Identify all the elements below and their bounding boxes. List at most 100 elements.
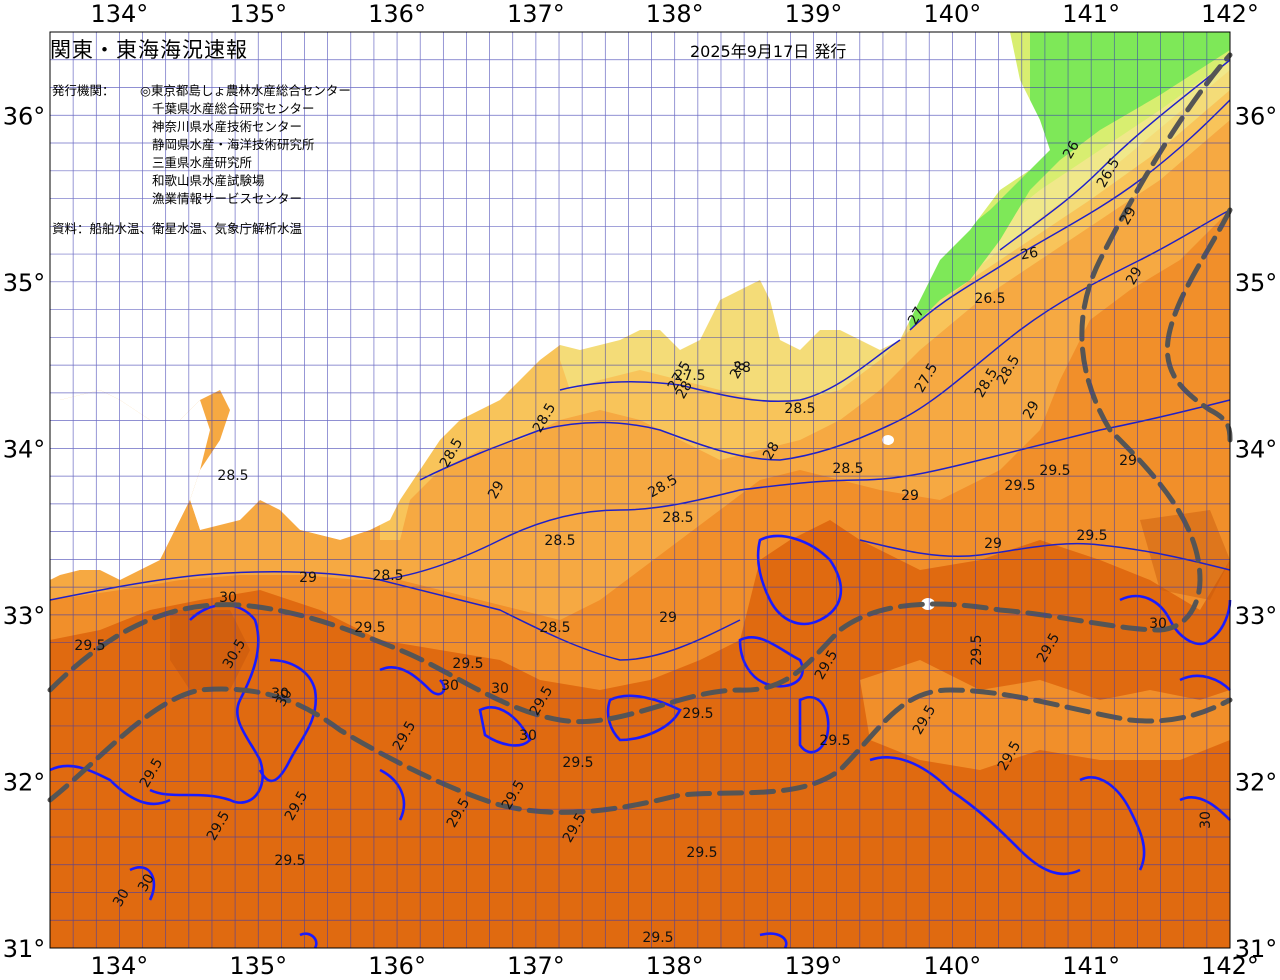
lat-label: 33° [1235,602,1278,630]
contour-label: 29.5 [354,620,385,636]
lat-label: 35° [1235,269,1278,297]
lon-label: 134° [91,952,149,980]
lat-label: 36° [3,102,46,130]
contour-label: 26 [1060,138,1083,162]
lat-label: 31° [1235,935,1278,963]
contour-label: 30 [135,871,158,894]
issuer-list: ◎東京都島しょ農林水産総合センター 千葉県水産総合研究センター 神奈川県水産技術… [140,82,351,208]
contour-label: 30 [491,681,509,697]
contour-label: 28.5 [372,568,403,584]
contour-label: 28 [733,360,751,376]
lon-label: 135° [229,952,287,980]
contour-label: 28 [760,439,783,462]
contour-label: 29.5 [969,634,985,665]
lat-lon-grid [49,31,1231,949]
warm-patch-w [170,610,250,690]
contour-label: 29.5 [452,656,483,672]
lat-label: 35° [3,269,46,297]
lat-label: 33° [3,602,46,630]
contour-label: 29 [901,488,919,504]
lon-label: 138° [646,952,704,980]
lon-labels-top: 134° 135° 136° 137° 138° 139° 140° 141° 142° [91,0,1259,28]
lon-labels-bottom: 134° 135° 136° 137° 138° 139° 140° 141° 142° [91,952,1259,980]
contour-label: 26.5 [974,291,1005,307]
lat-label: 34° [3,435,46,463]
island-hachijo [921,598,935,610]
contour-label: 28 [727,358,750,381]
contour-label: 29.5 [74,638,105,654]
lon-label: 142° [1201,952,1259,980]
issuer-item: 静岡県水産・海洋技術研究所 [152,137,315,152]
map-frame [49,31,1231,949]
contour-label: 27 [905,304,928,327]
contour-label: 28.5 [217,468,248,484]
lon-label: 136° [368,952,426,980]
lon-label: 141° [1062,0,1120,28]
contour-label: 30 [1149,616,1167,632]
lon-label: 140° [923,0,981,28]
issuer-label: 発行機関： [52,83,115,98]
contour-label: 29 [1117,204,1140,227]
lon-label: 137° [507,0,565,28]
land-honshu [50,32,1050,540]
contour-label: 30 [271,686,289,702]
contour-label: 29.5 [642,930,673,946]
lat-label: 34° [1235,435,1278,463]
isotherms [49,59,1231,661]
contour-label: 28.5 [539,620,570,636]
lon-label: 137° [507,952,565,980]
contour-label: 30 [273,686,296,709]
lat-label: 32° [3,768,46,796]
lon-label: 140° [923,952,981,980]
contour-label: 28.5 [544,533,575,549]
contour-label: 29.5 [686,845,717,861]
contour-label: 29 [1123,264,1146,287]
contour-label: 27.5 [674,368,705,384]
lat-label: 32° [1235,768,1278,796]
contour-label: 29 [1020,398,1043,421]
contour-label: 29 [984,536,1002,552]
lat-label: 31° [3,935,46,963]
lon-label: 139° [785,0,843,28]
contour-label: 29.5 [1039,463,1070,479]
lat-labels-right: 36° 35° 34° 33° 32° 31° [1235,102,1278,963]
issuer-item: 三重県水産研究所 [152,155,253,170]
lat-labels-left: 36° 35° 34° 33° 32° 31° [3,102,46,963]
lat-label: 36° [1235,102,1278,130]
contour-label: 30 [519,728,537,744]
issue-date: 2025年9月17日 発行 [690,42,847,61]
contour-label: 29.5 [682,706,713,722]
contour-label: 30 [441,678,459,694]
land-awaji-shikoku [50,390,210,580]
contour-label: 29 [659,610,677,626]
contour-label: 28.5 [832,461,863,477]
kuroshio-paths [47,52,1233,815]
issuer-item: ◎東京都島しょ農林水産総合センター [140,83,351,98]
contour-label: 28 [673,378,696,401]
contour-label: 30 [1198,811,1214,829]
band-26 [905,32,1230,330]
contour-label: 28.5 [662,510,693,526]
island-niijima [861,326,871,334]
contour-label: 29 [1119,453,1137,469]
lon-label: 141° [1062,952,1120,980]
contour-label: 28.5 [784,401,815,417]
contour-label: 30 [219,590,237,606]
lon-label: 138° [646,0,704,28]
contour-label: 29.5 [1004,478,1035,494]
issuer-item: 神奈川県水産技術センター [152,119,303,134]
contour-label: 29.5 [562,755,593,771]
issuer-item: 和歌山県水産試験場 [152,173,265,188]
map-title: 関東・東海海況速報 [50,38,248,62]
issuer-item: 漁業情報サービスセンター [152,191,303,206]
lon-label: 135° [229,0,287,28]
contour-label: 30 [110,886,133,909]
contour-label: 29.5 [274,853,305,869]
lon-label: 142° [1201,0,1259,28]
source-note: 資料：船舶水温、衛星水温、気象庁解析水温 [52,221,303,236]
lon-label: 134° [91,0,149,28]
contour-label: 29.5 [819,733,850,749]
issuer-item: 千葉県水産総合研究センター [152,101,315,116]
lon-label: 136° [368,0,426,28]
